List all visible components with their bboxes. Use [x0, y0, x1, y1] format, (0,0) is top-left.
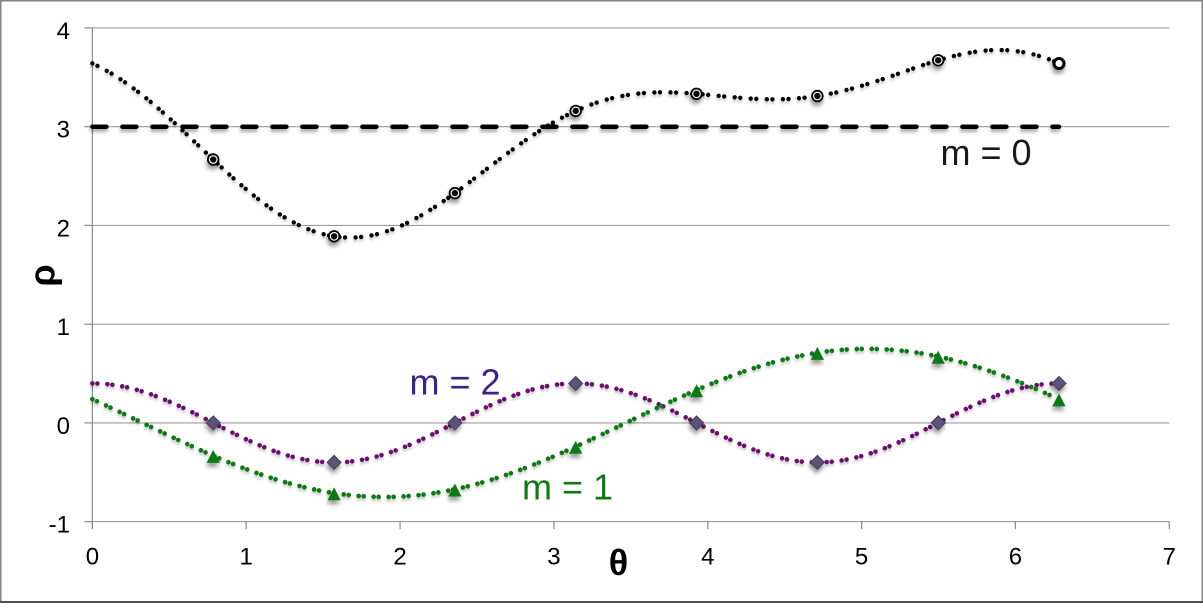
svg-text:3: 3	[547, 544, 560, 571]
svg-text:2: 2	[57, 215, 70, 242]
svg-text:6: 6	[1009, 544, 1022, 571]
svg-text:4: 4	[57, 18, 70, 45]
svg-text:4: 4	[701, 544, 714, 571]
svg-text:m = 0: m = 0	[940, 132, 1031, 173]
svg-text:3: 3	[57, 117, 70, 144]
svg-text:0: 0	[57, 413, 70, 440]
svg-text:7: 7	[1163, 544, 1176, 571]
svg-text:ρ: ρ	[22, 264, 63, 286]
svg-text:θ: θ	[609, 542, 628, 583]
svg-text:0: 0	[86, 544, 99, 571]
svg-text:5: 5	[855, 544, 868, 571]
svg-text:m = 2: m = 2	[409, 361, 500, 402]
svg-text:1: 1	[240, 544, 253, 571]
svg-text:-1: -1	[49, 512, 70, 539]
svg-text:m = 1: m = 1	[522, 466, 613, 507]
svg-text:2: 2	[393, 544, 406, 571]
svg-text:1: 1	[57, 314, 70, 341]
